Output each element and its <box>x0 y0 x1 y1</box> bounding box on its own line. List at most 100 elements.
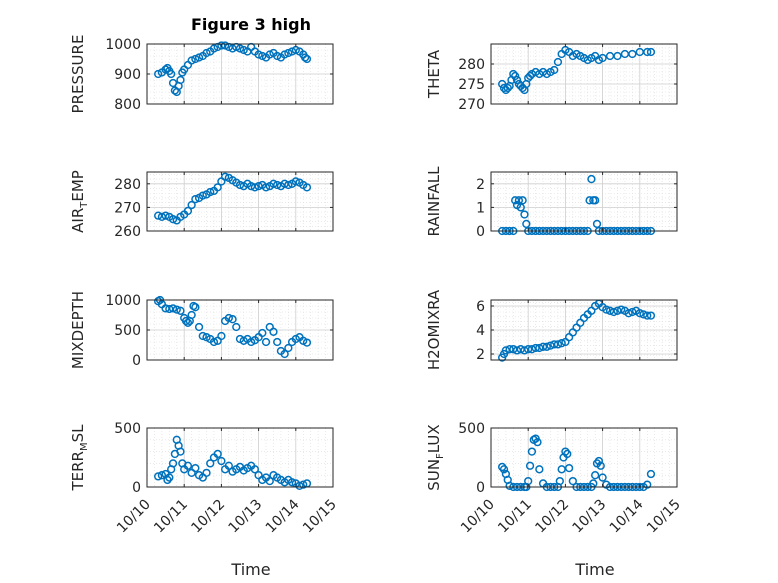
x-tick-label: 10/13 <box>570 497 610 537</box>
y-tick-label: 0 <box>476 480 485 496</box>
data-point <box>512 75 522 85</box>
x-tick-label: 10/15 <box>644 497 684 537</box>
data-point <box>183 206 193 216</box>
data-point <box>235 180 245 190</box>
y-axis-label: SUNFLUX <box>425 424 446 490</box>
subplot-3: 260 270 280 AIRTEMP <box>69 170 334 240</box>
data-point <box>213 449 222 459</box>
data-point <box>258 328 267 338</box>
subplot-4: 0 1 2 RAINFALL <box>425 166 678 240</box>
data-point <box>550 340 559 349</box>
data-point <box>161 211 170 220</box>
data-point <box>154 472 163 481</box>
data-point <box>511 71 520 81</box>
data-point <box>499 465 509 474</box>
data-point <box>617 305 626 314</box>
data-point <box>646 311 656 320</box>
y-axis-label: AIRTEMP <box>69 170 90 233</box>
data-point <box>250 465 260 474</box>
data-point <box>191 463 200 473</box>
data-point <box>254 182 263 191</box>
x-tick-label: 10/11 <box>151 497 191 537</box>
data-point <box>498 79 507 89</box>
data-point <box>232 322 241 332</box>
y-tick-label: 900 <box>114 67 141 83</box>
data-point <box>194 53 204 62</box>
data-point <box>187 200 196 210</box>
y-tick-label: 280 <box>114 177 141 193</box>
data-point <box>168 304 178 313</box>
y-tick-label: 500 <box>114 421 141 437</box>
data-point <box>598 53 607 63</box>
data-point <box>525 71 535 81</box>
data-point <box>202 468 211 477</box>
data-point <box>284 48 293 58</box>
data-point <box>596 461 605 470</box>
data-point <box>194 322 204 332</box>
data-point <box>202 48 211 58</box>
x-tick-label: 10/10 <box>114 497 154 537</box>
x-axis-label-right: Time <box>574 560 614 579</box>
data-point <box>254 50 263 59</box>
y-tick-label: 1000 <box>105 37 141 53</box>
subplot-1: 800 900 1000 PRESSURE <box>69 35 334 114</box>
data-point <box>587 174 596 184</box>
data-point <box>501 346 511 355</box>
data-point <box>168 215 178 224</box>
data-point <box>602 305 611 314</box>
y-tick-label: 0 <box>132 353 141 369</box>
y-tick-label: 260 <box>114 224 141 240</box>
subplot-5: 0 500 1000 MIXDEPTH <box>69 291 334 369</box>
y-tick-label: 6 <box>476 299 485 315</box>
data-point <box>585 196 594 205</box>
data-point <box>217 456 226 466</box>
y-tick-label: 0 <box>132 480 141 496</box>
data-point <box>280 50 289 59</box>
data-point <box>300 53 310 62</box>
y-tick-label: 4 <box>476 323 485 339</box>
y-axis-label: THETA <box>425 49 443 99</box>
data-point <box>261 337 271 347</box>
data-point <box>527 345 537 354</box>
data-point <box>265 476 274 486</box>
y-tick-label: 280 <box>458 57 485 73</box>
data-point <box>555 476 564 486</box>
data-point <box>191 54 200 64</box>
data-point <box>557 465 566 474</box>
data-point <box>224 313 233 323</box>
data-point <box>273 180 282 190</box>
data-point <box>550 65 559 75</box>
y-axis-label: H2OMIXRA <box>425 289 443 370</box>
y-tick-label: 0 <box>476 224 485 240</box>
data-point <box>183 60 193 70</box>
data-point <box>187 310 196 320</box>
data-point <box>535 465 544 474</box>
data-point <box>176 306 185 315</box>
data-point <box>503 83 512 93</box>
data-point <box>239 45 248 55</box>
subplot-2: 270 275 280 THETA <box>425 43 678 113</box>
data-point <box>628 307 637 317</box>
data-point <box>568 476 577 486</box>
data-point <box>524 345 533 354</box>
axes-box <box>490 171 678 232</box>
data-point <box>520 210 529 219</box>
data-point <box>176 447 185 456</box>
data-point <box>280 349 289 359</box>
axes-box <box>146 171 334 232</box>
data-point <box>646 47 656 57</box>
data-point <box>198 191 207 200</box>
y-axis-label: PRESSURE <box>69 35 87 114</box>
data-point <box>206 459 215 468</box>
data-point <box>167 69 176 79</box>
data-point <box>598 473 607 482</box>
data-point <box>522 219 531 229</box>
data-point <box>643 47 652 57</box>
data-point <box>165 473 174 482</box>
data-point <box>557 339 566 348</box>
data-point <box>564 463 574 473</box>
data-point <box>228 315 237 324</box>
data-point <box>191 194 200 204</box>
data-point <box>161 65 170 74</box>
data-point <box>525 461 535 470</box>
